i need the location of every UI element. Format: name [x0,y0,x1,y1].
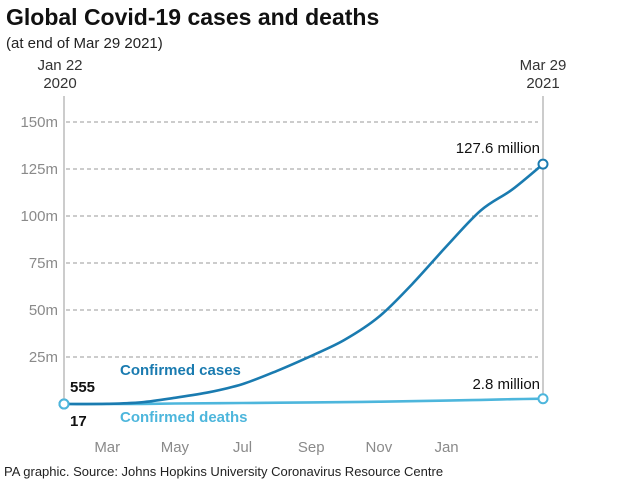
deaths-end-marker [537,393,549,405]
x-axis-ticks: Mar May Jul Sep Nov Jan [94,439,458,456]
deaths-start-label: 17 [70,413,87,430]
cases-end-marker [537,158,549,170]
x-tick-label: Jul [233,439,252,456]
deaths-start-marker [58,398,70,410]
x-tick-label: Nov [366,439,393,456]
x-start-label-month: Jan 22 [37,57,82,74]
deaths-end-label: 2.8 million [472,376,540,393]
x-start-label-year: 2020 [43,75,76,92]
chart-title: Global Covid-19 cases and deaths [6,4,379,30]
series-label-cases: Confirmed cases [120,362,241,379]
gridlines [66,121,538,358]
x-tick-label: May [161,439,190,456]
y-tick-label: 75m [29,255,58,272]
x-end-label-year: 2021 [526,75,559,92]
y-tick-label: 25m [29,349,58,366]
x-tick-label: Jan [434,439,458,456]
y-tick-label: 100m [20,208,58,225]
cases-end-label: 127.6 million [456,140,540,157]
series-label-deaths: Confirmed deaths [120,409,248,426]
x-tick-label: Mar [94,439,120,456]
series-line-cases [62,162,545,406]
y-tick-label: 50m [29,302,58,319]
cases-start-label: 555 [70,379,95,396]
x-tick-label: Sep [298,439,325,456]
chart-subtitle: (at end of Mar 29 2021) [6,35,163,52]
series-lines [58,158,549,410]
source-note: PA graphic. Source: Johns Hopkins Univer… [4,464,443,479]
x-end-label-month: Mar 29 [520,57,567,74]
y-tick-label: 150m [20,114,58,131]
y-axis-ticks: 25m 50m 75m 100m 125m 150m [20,114,58,366]
y-tick-label: 125m [20,161,58,178]
